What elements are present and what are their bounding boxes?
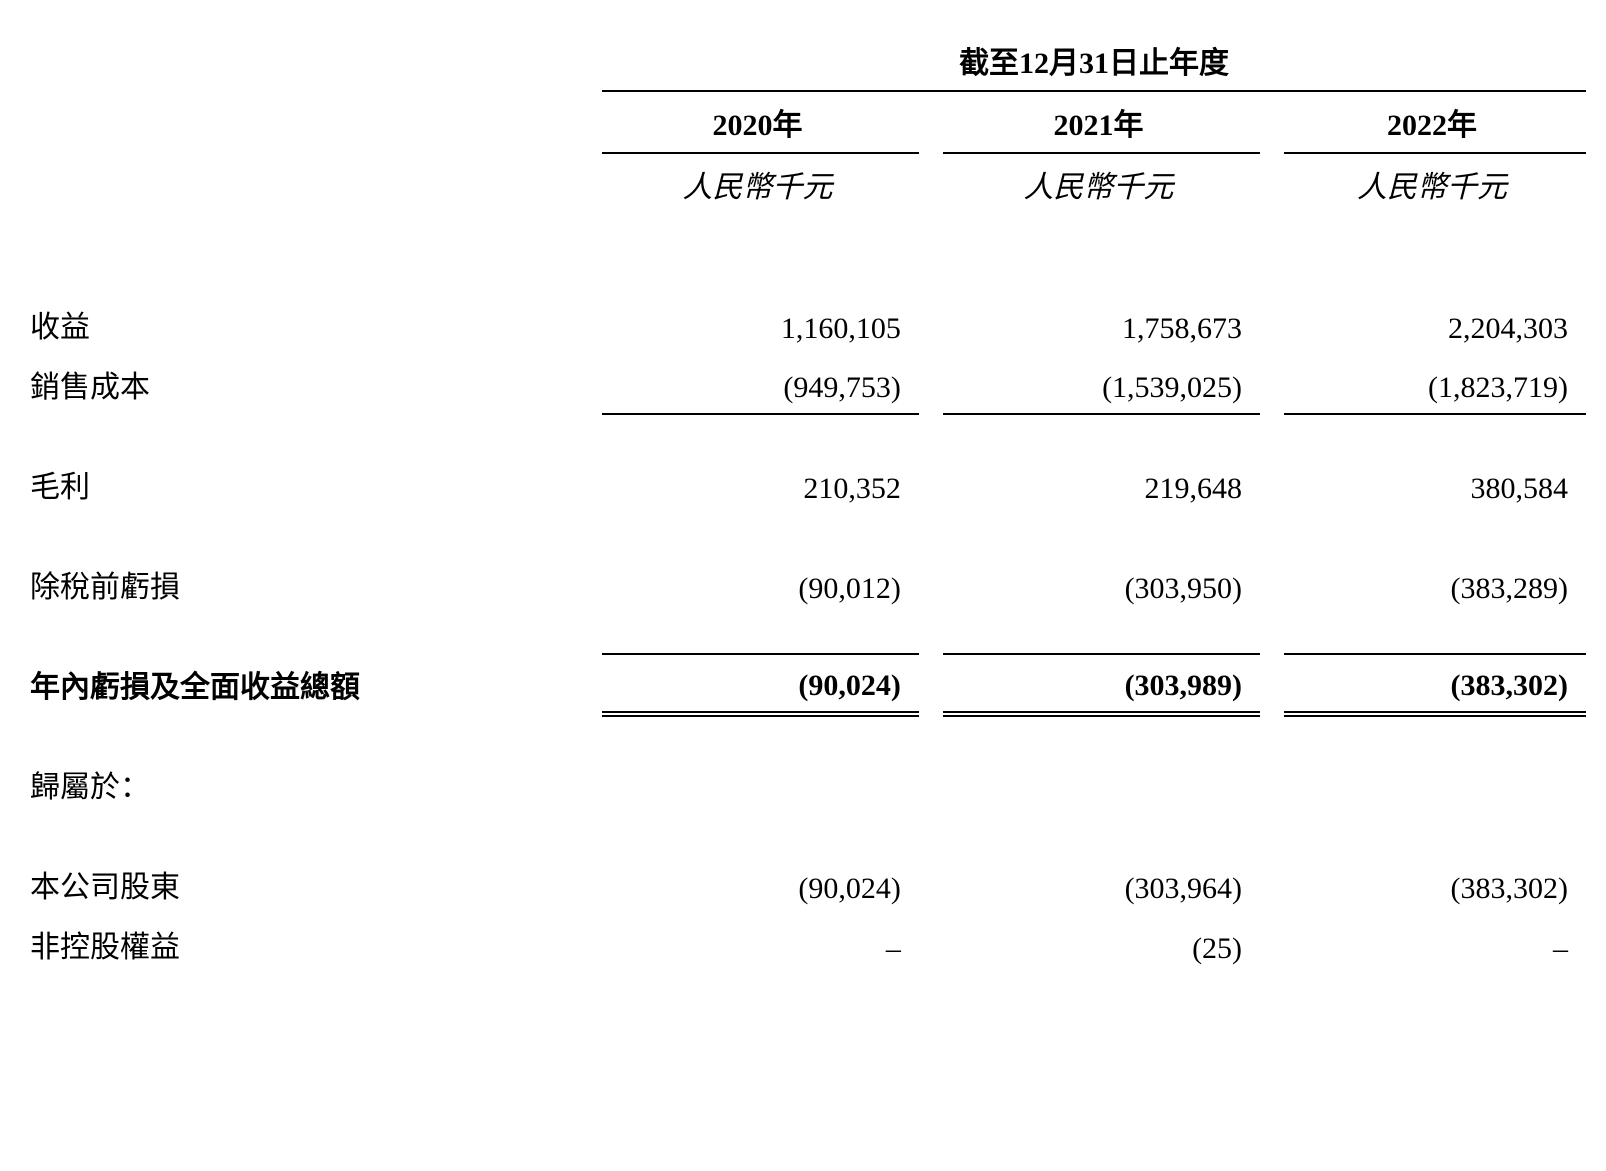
gross-profit-row: 毛利 210,352 219,648 380,584 xyxy=(20,454,1586,514)
shareholders-label: 本公司股東 xyxy=(20,854,602,914)
shareholders-2020: (90,024) xyxy=(602,854,919,914)
total-loss-label: 年內虧損及全面收益總額 xyxy=(20,654,602,714)
attributable-to-label: 歸屬於： xyxy=(20,754,602,814)
shareholders-2022: (383,302) xyxy=(1284,854,1586,914)
header-row: 截至12月31日止年度 xyxy=(20,30,1586,91)
loss-before-tax-2020: (90,012) xyxy=(602,554,919,614)
non-controlling-row: 非控股權益 – (25) – xyxy=(20,914,1586,974)
non-controlling-2022: – xyxy=(1284,914,1586,974)
blank-cell xyxy=(602,754,919,814)
gross-profit-2021: 219,648 xyxy=(943,454,1260,514)
unit-2022: 人民幣千元 xyxy=(1284,153,1586,214)
blank-cell xyxy=(20,153,602,214)
total-loss-2020: (90,024) xyxy=(602,654,919,714)
revenue-2022: 2,204,303 xyxy=(1284,294,1586,354)
gross-profit-2020: 210,352 xyxy=(602,454,919,514)
shareholders-row: 本公司股東 (90,024) (303,964) (383,302) xyxy=(20,854,1586,914)
non-controlling-2020: – xyxy=(602,914,919,974)
loss-before-tax-2022: (383,289) xyxy=(1284,554,1586,614)
year-2020: 2020年 xyxy=(602,91,919,153)
cost-of-sales-label: 銷售成本 xyxy=(20,354,602,414)
blank-cell xyxy=(1284,754,1586,814)
non-controlling-label: 非控股權益 xyxy=(20,914,602,974)
gross-profit-label: 毛利 xyxy=(20,454,602,514)
unit-header-row: 人民幣千元 人民幣千元 人民幣千元 xyxy=(20,153,1586,214)
attributable-to-row: 歸屬於： xyxy=(20,754,1586,814)
non-controlling-2021: (25) xyxy=(943,914,1260,974)
loss-before-tax-row: 除稅前虧損 (90,012) (303,950) (383,289) xyxy=(20,554,1586,614)
unit-2021: 人民幣千元 xyxy=(943,153,1260,214)
total-loss-2021: (303,989) xyxy=(943,654,1260,714)
loss-before-tax-2021: (303,950) xyxy=(943,554,1260,614)
shareholders-2021: (303,964) xyxy=(943,854,1260,914)
unit-2020: 人民幣千元 xyxy=(602,153,919,214)
cost-of-sales-2021: (1,539,025) xyxy=(943,354,1260,414)
year-header-row: 2020年 2021年 2022年 xyxy=(20,91,1586,153)
gross-profit-2022: 380,584 xyxy=(1284,454,1586,514)
revenue-label: 收益 xyxy=(20,294,602,354)
year-2021: 2021年 xyxy=(943,91,1260,153)
revenue-2020: 1,160,105 xyxy=(602,294,919,354)
year-2022: 2022年 xyxy=(1284,91,1586,153)
period-title: 截至12月31日止年度 xyxy=(602,30,1586,91)
cost-of-sales-2022: (1,823,719) xyxy=(1284,354,1586,414)
blank-cell xyxy=(20,91,602,153)
total-loss-2022: (383,302) xyxy=(1284,654,1586,714)
revenue-row: 收益 1,160,105 1,758,673 2,204,303 xyxy=(20,294,1586,354)
cost-of-sales-2020: (949,753) xyxy=(602,354,919,414)
blank-cell xyxy=(943,754,1260,814)
cost-of-sales-row: 銷售成本 (949,753) (1,539,025) (1,823,719) xyxy=(20,354,1586,414)
financial-table: 截至12月31日止年度 2020年 2021年 2022年 人民幣千元 人民幣千… xyxy=(20,30,1586,974)
blank-cell xyxy=(20,30,602,91)
total-loss-row: 年內虧損及全面收益總額 (90,024) (303,989) (383,302) xyxy=(20,654,1586,714)
revenue-2021: 1,758,673 xyxy=(943,294,1260,354)
loss-before-tax-label: 除稅前虧損 xyxy=(20,554,602,614)
